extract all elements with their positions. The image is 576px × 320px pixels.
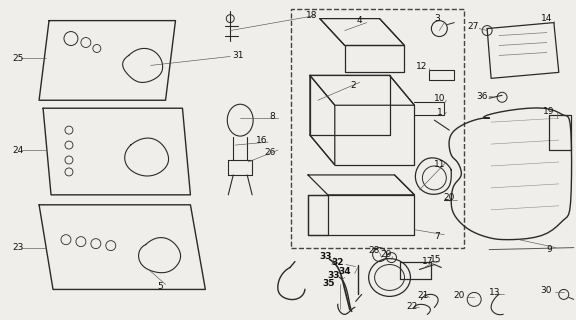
Text: 7: 7 — [434, 232, 440, 241]
Text: 1: 1 — [437, 108, 442, 117]
Text: 14: 14 — [541, 14, 552, 23]
Text: 31: 31 — [233, 51, 244, 60]
Text: 15: 15 — [430, 255, 441, 264]
Text: 5: 5 — [158, 282, 164, 291]
Text: 10: 10 — [434, 94, 445, 103]
Text: 19: 19 — [543, 107, 555, 116]
Text: 32: 32 — [332, 258, 344, 267]
Text: 13: 13 — [490, 288, 501, 297]
Text: 33: 33 — [328, 271, 340, 280]
Text: 18: 18 — [306, 11, 317, 20]
Text: 3: 3 — [434, 14, 440, 23]
Text: 21: 21 — [418, 291, 429, 300]
Text: 12: 12 — [416, 62, 427, 71]
Text: 24: 24 — [13, 146, 24, 155]
Text: 2: 2 — [350, 81, 355, 90]
Text: 35: 35 — [323, 279, 335, 288]
Text: 20: 20 — [453, 291, 465, 300]
Text: 16: 16 — [256, 136, 268, 145]
Bar — [291, 9, 464, 248]
Text: 22: 22 — [407, 302, 418, 311]
Text: 25: 25 — [13, 54, 24, 63]
Text: 26: 26 — [264, 148, 276, 156]
Text: 28: 28 — [368, 246, 380, 255]
Text: 36: 36 — [476, 92, 488, 101]
Text: 34: 34 — [339, 267, 351, 276]
Text: 29: 29 — [380, 250, 391, 259]
Text: 20: 20 — [444, 193, 455, 202]
Text: 8: 8 — [269, 112, 275, 121]
Text: 17: 17 — [422, 257, 433, 266]
Text: 9: 9 — [546, 245, 552, 254]
Text: 30: 30 — [540, 286, 552, 295]
Text: 11: 11 — [434, 160, 445, 170]
Text: 23: 23 — [13, 243, 24, 252]
Text: 27: 27 — [468, 22, 479, 31]
Text: 4: 4 — [357, 16, 362, 25]
Text: 33: 33 — [320, 252, 332, 261]
